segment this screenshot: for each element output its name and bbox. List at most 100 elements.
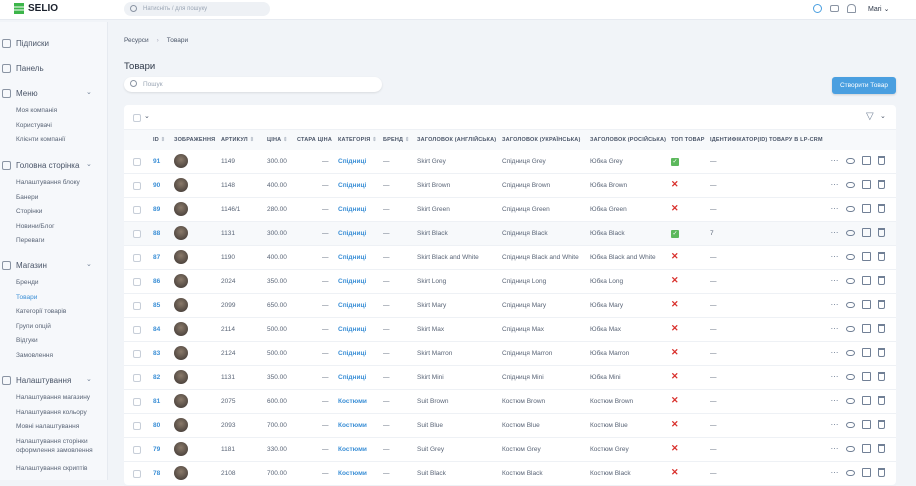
trash-icon[interactable] <box>878 156 885 165</box>
sidebar-item[interactable]: Групи опцій <box>16 322 51 330</box>
edit-icon[interactable] <box>862 252 871 261</box>
more-icon[interactable]: ⋯ <box>830 468 839 477</box>
sidebar-group-5[interactable]: Налаштування ⌄ <box>2 376 92 385</box>
sidebar-item[interactable]: Налаштування скриптів <box>16 464 88 472</box>
row-checkbox[interactable] <box>133 206 141 214</box>
more-icon[interactable]: ⋯ <box>830 396 839 405</box>
edit-icon[interactable] <box>862 156 871 165</box>
row-checkbox[interactable] <box>133 350 141 358</box>
category-link[interactable]: Спідниці <box>338 254 367 261</box>
sidebar-item[interactable]: Товари <box>16 293 38 301</box>
more-icon[interactable]: ⋯ <box>830 444 839 453</box>
product-id-link[interactable]: 82 <box>153 374 161 381</box>
edit-icon[interactable] <box>862 276 871 285</box>
edit-icon[interactable] <box>862 444 871 453</box>
globe-icon[interactable] <box>813 4 822 13</box>
eye-icon[interactable] <box>846 325 855 332</box>
eye-icon[interactable] <box>846 469 855 476</box>
breadcrumb-resources[interactable]: Ресурси <box>124 37 149 44</box>
row-checkbox[interactable] <box>133 230 141 238</box>
sidebar-item[interactable]: Замовлення <box>16 351 54 359</box>
category-link[interactable]: Спідниці <box>338 278 367 285</box>
category-link[interactable]: Спідниці <box>338 230 367 237</box>
create-product-button[interactable]: Створити Товар <box>832 77 896 94</box>
global-search-input[interactable]: Натисніть / для пошуку <box>124 2 270 16</box>
edit-icon[interactable] <box>862 180 871 189</box>
sidebar-item[interactable]: Налаштування сторінки оформлення замовле… <box>16 437 93 454</box>
eye-icon[interactable] <box>846 157 855 164</box>
sidebar-item[interactable]: Категорії товарів <box>16 308 67 315</box>
category-link[interactable]: Костюми <box>338 470 367 477</box>
trash-icon[interactable] <box>878 252 885 261</box>
more-icon[interactable]: ⋯ <box>830 204 839 213</box>
more-icon[interactable]: ⋯ <box>830 180 839 189</box>
trash-icon[interactable] <box>878 228 885 237</box>
product-id-link[interactable]: 85 <box>153 302 161 309</box>
chevron-down-icon[interactable]: ⌄ <box>880 113 886 120</box>
product-id-link[interactable]: 80 <box>153 422 161 429</box>
sidebar-group-2[interactable]: Меню ⌄ <box>2 89 92 98</box>
eye-icon[interactable] <box>846 301 855 308</box>
eye-icon[interactable] <box>846 229 855 236</box>
eye-icon[interactable] <box>846 253 855 260</box>
product-id-link[interactable]: 78 <box>153 470 161 477</box>
logo[interactable]: SELIO <box>14 3 58 14</box>
eye-icon[interactable] <box>846 397 855 404</box>
sidebar-item[interactable]: Налаштування блоку <box>16 179 80 186</box>
edit-icon[interactable] <box>862 204 871 213</box>
sidebar-group-3[interactable]: Головна сторінка ⌄ <box>2 161 92 170</box>
sidebar-item[interactable]: Користувачі <box>16 121 52 129</box>
product-id-link[interactable]: 81 <box>153 398 161 405</box>
sidebar-item[interactable]: Переваги <box>16 237 45 244</box>
trash-icon[interactable] <box>878 468 885 477</box>
row-checkbox[interactable] <box>133 446 141 454</box>
category-link[interactable]: Костюми <box>338 422 367 429</box>
eye-icon[interactable] <box>846 205 855 212</box>
category-link[interactable]: Спідниці <box>338 326 367 333</box>
row-checkbox[interactable] <box>133 302 141 310</box>
eye-icon[interactable] <box>846 181 855 188</box>
row-checkbox[interactable] <box>133 158 141 166</box>
sidebar-item[interactable]: Банери <box>16 193 39 201</box>
more-icon[interactable]: ⋯ <box>830 372 839 381</box>
trash-icon[interactable] <box>878 348 885 357</box>
category-link[interactable]: Костюми <box>338 446 367 453</box>
edit-icon[interactable] <box>862 420 871 429</box>
edit-icon[interactable] <box>862 468 871 477</box>
row-checkbox[interactable] <box>133 254 141 262</box>
trash-icon[interactable] <box>878 420 885 429</box>
eye-icon[interactable] <box>846 373 855 380</box>
sidebar-item[interactable]: Сторінки <box>16 208 43 215</box>
row-checkbox[interactable] <box>133 422 141 430</box>
search-input[interactable]: Пошук <box>124 77 382 92</box>
sidebar-item[interactable]: Моя компанія <box>16 107 58 114</box>
sidebar-item[interactable]: Клієнти компанії <box>16 136 66 143</box>
edit-icon[interactable] <box>862 396 871 405</box>
edit-icon[interactable] <box>862 348 871 357</box>
more-icon[interactable]: ⋯ <box>830 348 839 357</box>
sidebar-item[interactable]: Бренди <box>16 279 39 286</box>
column-header[interactable]: АРТИКУЛ ⇕ <box>221 137 255 143</box>
sidebar-group-4[interactable]: Магазин ⌄ <box>2 261 92 270</box>
column-header[interactable]: БРЕНД ⇕ <box>383 137 410 143</box>
product-id-link[interactable]: 87 <box>153 254 161 261</box>
product-id-link[interactable]: 83 <box>153 350 161 357</box>
more-icon[interactable]: ⋯ <box>830 276 839 285</box>
chevron-down-icon[interactable]: ⌄ <box>86 261 92 268</box>
sidebar-item[interactable]: Налаштування кольору <box>16 408 87 416</box>
sidebar-item[interactable]: Відгуки <box>16 337 38 344</box>
sidebar-item[interactable]: Мовні налаштування <box>16 423 80 430</box>
trash-icon[interactable] <box>878 180 885 189</box>
more-icon[interactable]: ⋯ <box>830 156 839 165</box>
trash-icon[interactable] <box>878 444 885 453</box>
trash-icon[interactable] <box>878 396 885 405</box>
sidebar-item[interactable]: Новини/Блог <box>16 222 55 230</box>
product-id-link[interactable]: 88 <box>153 230 161 237</box>
category-link[interactable]: Спідниці <box>338 158 367 165</box>
category-link[interactable]: Спідниці <box>338 206 367 213</box>
edit-icon[interactable] <box>862 228 871 237</box>
category-link[interactable]: Спідниці <box>338 302 367 309</box>
chevron-down-icon[interactable]: ⌄ <box>86 161 92 168</box>
product-id-link[interactable]: 84 <box>153 326 161 333</box>
category-link[interactable]: Спідниці <box>338 374 367 381</box>
